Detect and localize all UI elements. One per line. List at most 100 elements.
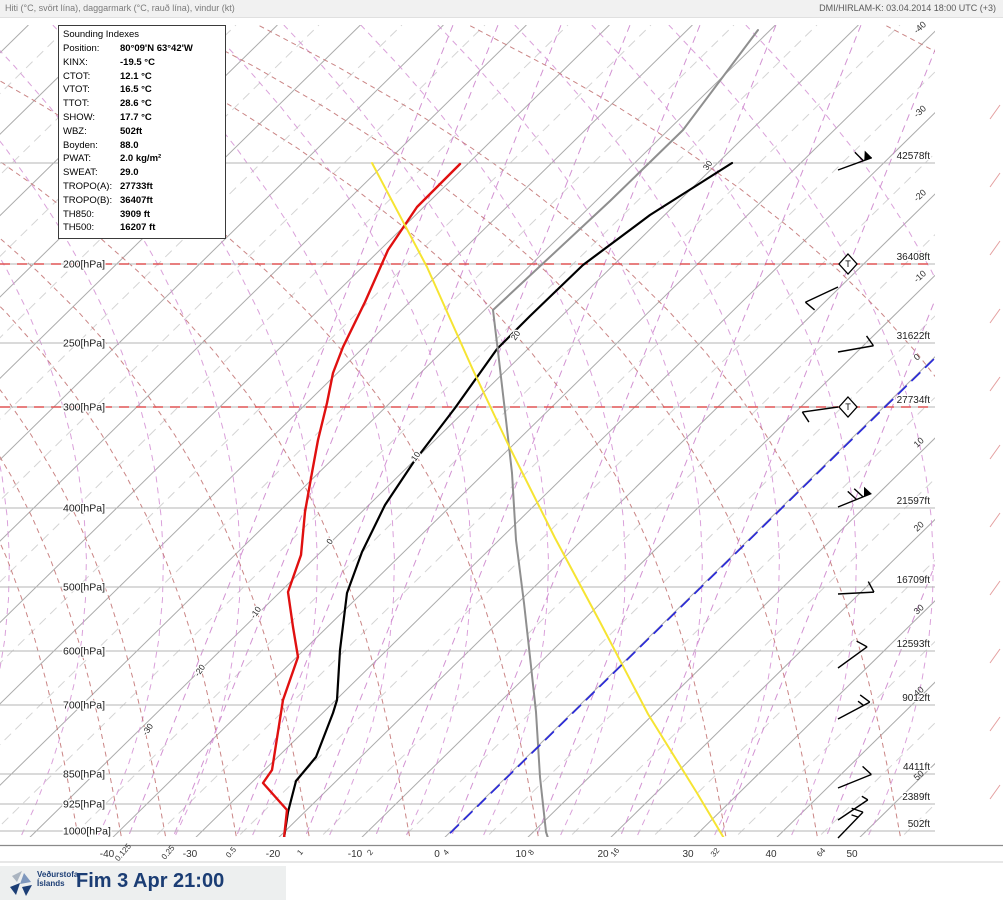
wind-barb (837, 486, 872, 508)
adiabat-label: 30 (701, 158, 715, 172)
isotherm-line (361, 274, 935, 837)
moist-adiabat-line (591, 25, 857, 837)
isotherm-line (0, 25, 610, 624)
moist-adiabat-line (283, 25, 549, 837)
index-value: 28.6 °C (120, 98, 152, 110)
dry-adiabat-line (0, 80, 539, 837)
isotherm-minor-line (236, 152, 935, 837)
isotherm-minor-line (153, 71, 935, 837)
mixing-ratio-tick: 2 (365, 847, 375, 857)
index-label: KINX: (63, 56, 88, 68)
index-label: VTOT: (63, 84, 90, 96)
mixing-ratio-tick: 32 (709, 846, 722, 859)
right-temp-tick: -30 (912, 103, 928, 119)
bottom-temp-tick: -10 (348, 849, 363, 860)
index-value: 16207 ft (120, 222, 156, 234)
sounding-index-row: TTOT: 28.6 °C (63, 97, 225, 111)
isotherm-minor-line (0, 25, 154, 176)
sounding-index-row: TROPO(A): 27733ft (63, 180, 225, 194)
pressure-label: 200[hPa] (63, 259, 105, 271)
wind-barb (837, 150, 873, 171)
isotherm-minor-line (70, 25, 901, 837)
sounding-index-row: TH850: 3909 ft (63, 208, 225, 222)
index-label: TH500: (63, 222, 95, 234)
sounding-indexes-box: Sounding Indexes Position: 80°09'N 63°42'… (58, 25, 226, 240)
sounding-index-row: SHOW: 17.7 °C (63, 111, 225, 125)
wind-barb (837, 335, 875, 353)
bottom-temp-tick: 0 (434, 849, 440, 860)
isotherm-line (112, 30, 935, 837)
moist-adiabat-line (668, 25, 934, 837)
isotherm-minor-line (977, 25, 1003, 845)
index-label: TH850: (63, 208, 95, 220)
altitude-label: 12593ft (897, 639, 931, 650)
altitude-label: 31622ft (897, 331, 931, 342)
moist-adiabat-line (514, 25, 780, 837)
sounding-index-row: TROPO(B): 36407ft (63, 194, 225, 208)
moist-adiabat-line (0, 256, 87, 837)
altitude-label: 16709ft (897, 575, 931, 586)
isotherm-line (278, 193, 935, 837)
bottom-temp-tick: -30 (183, 849, 198, 860)
svg-text:T: T (845, 259, 851, 269)
sounding-indexes-title: Sounding Indexes (63, 29, 140, 40)
wind-barb (837, 807, 864, 839)
dry-adiabat-line (0, 456, 122, 837)
footer-bar: Veðurstofa Íslands Fim 3 Apr 21:00 (0, 866, 286, 900)
pressure-label: 300[hPa] (63, 402, 105, 414)
svg-text:T: T (845, 402, 851, 412)
header-bar: Hiti (°C, svört lína), daggarmark (°C, r… (0, 0, 1003, 18)
isotherm-minor-line (651, 559, 935, 837)
altitude-label: 21597ft (897, 496, 931, 507)
index-value: 88.0 (120, 139, 139, 151)
altitude-label: 42578ft (897, 151, 931, 162)
index-label: SHOW: (63, 111, 96, 123)
wind-barb (804, 286, 839, 311)
index-value: 27733ft (120, 180, 153, 192)
isotherm-line (935, 25, 1003, 845)
edge-tick (989, 580, 1001, 596)
wind-barb (837, 694, 871, 720)
right-temp-tick: 50 (912, 768, 926, 782)
dry-adiabat-line (0, 237, 310, 837)
edge-tick (989, 444, 1001, 460)
isotherm-line (776, 681, 935, 837)
bottom-temp-tick: 20 (597, 849, 609, 860)
adiabat-label: 10 (409, 449, 423, 463)
dry-adiabat-line (83, 25, 727, 837)
index-label: WBZ: (63, 125, 87, 137)
mixing-ratio-line (619, 48, 935, 837)
index-value: 16.5 °C (120, 84, 152, 96)
isotherm-minor-line (900, 803, 935, 837)
bottom-temp-tick: -40 (100, 849, 115, 860)
edge-tick (989, 376, 1001, 392)
edge-tick (989, 648, 1001, 664)
sounding-index-row: VTOT: 16.5 °C (63, 83, 225, 97)
edge-tick (989, 240, 1001, 256)
index-label: PWAT: (63, 153, 91, 165)
index-label: SWEAT: (63, 167, 98, 179)
curve-temperature-black (283, 161, 734, 837)
right-temp-tick: 40 (912, 684, 926, 698)
background-gridlines (0, 25, 1003, 845)
curve-dewpoint-red (261, 162, 462, 837)
edge-tick (989, 104, 1001, 120)
isotherm-minor-line (319, 234, 935, 837)
sounding-curves (261, 29, 935, 837)
moist-adiabat-line (206, 25, 472, 837)
tropopause-marker: T (838, 253, 858, 275)
right-temp-tick: -20 (912, 187, 928, 203)
index-label: Position: (63, 43, 100, 54)
altitude-label: 502ft (908, 819, 930, 830)
isotherm-minor-line (568, 478, 935, 837)
mixing-ratio-line (235, 25, 562, 837)
isotherm-line (195, 111, 935, 837)
pressure-label: 400[hPa] (63, 503, 105, 515)
index-label: TTOT: (63, 98, 90, 110)
org-name-line1: Veðurstofa (37, 870, 79, 879)
pressure-label: 500[hPa] (63, 582, 105, 594)
wind-barbs (801, 150, 875, 839)
header-model-run-text: DMI/HIRLAM-K: 03.04.2014 18:00 UTC (+3) (819, 3, 996, 13)
sounding-index-row: Position: 80°09'N 63°42'W (63, 42, 225, 56)
